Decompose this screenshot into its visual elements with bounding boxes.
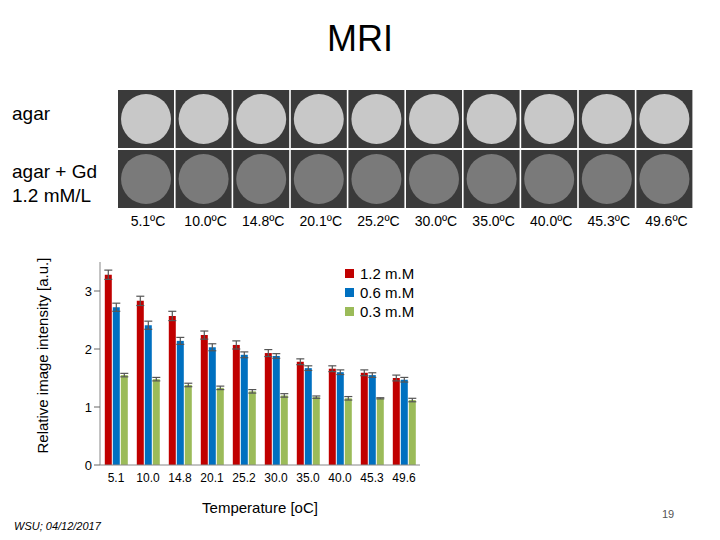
svg-text:45.3ºC: 45.3ºC (588, 213, 630, 229)
html-text:agar + Gd 1.2 mM/L: agar + Gd 1.2 mM/L (12, 161, 97, 206)
svg-text:25.2ºC: 25.2ºC (357, 213, 399, 229)
svg-text:3: 3 (85, 284, 92, 299)
html-text:0.3 m.M: 0.3 m.M (360, 303, 415, 320)
svg-text:49.6: 49.6 (392, 471, 416, 485)
svg-text:20.1ºC: 20.1ºC (300, 213, 342, 229)
html-text:MRI: MRI (327, 18, 393, 59)
svg-text:25.2: 25.2 (232, 471, 256, 485)
svg-text:35.0: 35.0 (296, 471, 320, 485)
svg-text:Temperature [oC]: Temperature [oC] (202, 499, 318, 516)
svg-text:5.1ºC: 5.1ºC (131, 213, 166, 229)
svg-text:40.0: 40.0 (328, 471, 352, 485)
svg-text:30.0: 30.0 (264, 471, 288, 485)
svg-text:0: 0 (85, 458, 92, 473)
html-text:19: 19 (662, 508, 675, 520)
html-text:WSU; 04/12/2017: WSU; 04/12/2017 (14, 520, 101, 532)
svg-text:Relative image intensity [a.u.: Relative image intensity [a.u.] (34, 258, 51, 454)
svg-text:35.0ºC: 35.0ºC (472, 213, 514, 229)
svg-text:30.0ºC: 30.0ºC (415, 213, 457, 229)
svg-text:14.8: 14.8 (168, 471, 192, 485)
html-text:0.6 m.M: 0.6 m.M (360, 284, 415, 301)
svg-text:20.1: 20.1 (200, 471, 224, 485)
svg-text:40.0ºC: 40.0ºC (530, 213, 572, 229)
svg-text:10.0: 10.0 (136, 471, 160, 485)
svg-text:2: 2 (85, 342, 92, 357)
svg-text:5.1: 5.1 (108, 471, 125, 485)
svg-text:14.8ºC: 14.8ºC (242, 213, 284, 229)
html-text:1.2 m.M: 1.2 m.M (360, 265, 415, 282)
svg-text:49.6ºC: 49.6ºC (645, 213, 687, 229)
svg-text:45.3: 45.3 (360, 471, 384, 485)
svg-text:10.0ºC: 10.0ºC (184, 213, 226, 229)
html-text:agar: agar (12, 103, 50, 124)
svg-text:1: 1 (85, 400, 92, 415)
